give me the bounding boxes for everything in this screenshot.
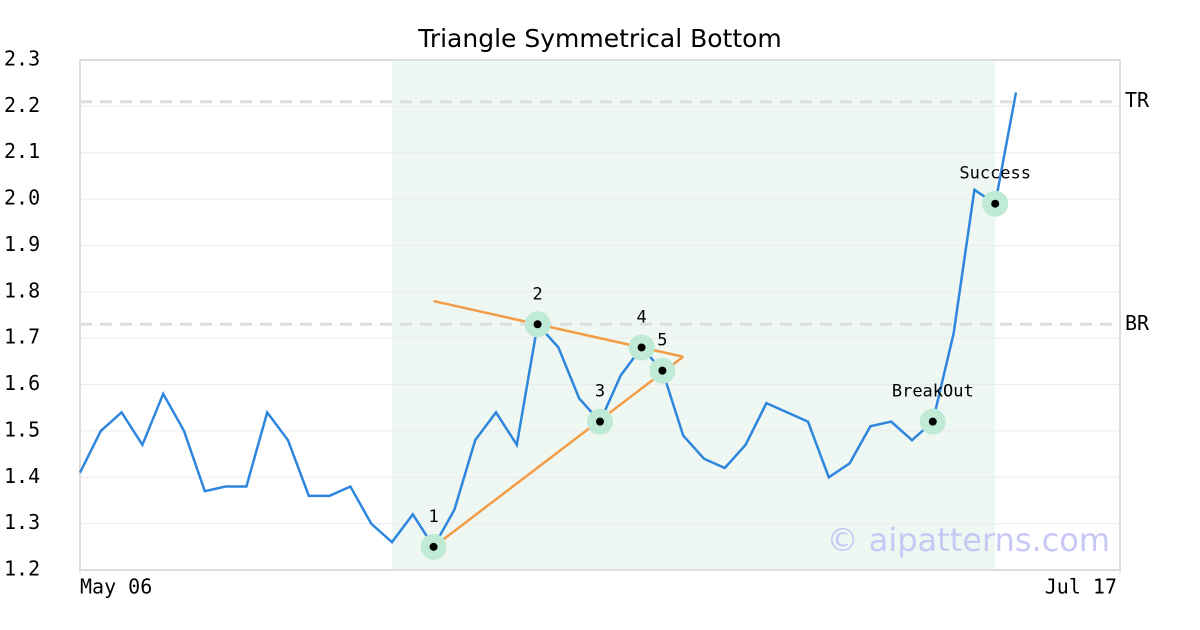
pivot-point bbox=[596, 417, 604, 426]
pivot-label: 4 bbox=[636, 307, 646, 327]
y-tick-label: 2.1 bbox=[4, 139, 40, 163]
pivot-label: 5 bbox=[657, 331, 667, 351]
pivot-label: 1 bbox=[428, 507, 438, 527]
level-label: BR bbox=[1125, 311, 1150, 335]
pivot-label: 2 bbox=[532, 284, 542, 304]
y-tick-label: 1.4 bbox=[4, 464, 40, 488]
y-tick-label: 1.6 bbox=[4, 371, 40, 395]
x-tick-label: May 06 bbox=[80, 575, 152, 599]
y-tick-label: 2.3 bbox=[4, 47, 40, 71]
y-tick-label: 1.8 bbox=[4, 278, 40, 302]
pivot-point bbox=[429, 542, 438, 551]
pivot-label: 3 bbox=[595, 382, 605, 402]
pivot-point bbox=[658, 366, 667, 375]
pattern-region bbox=[392, 60, 996, 570]
y-tick-label: 1.3 bbox=[4, 510, 40, 534]
pivot-point bbox=[928, 417, 937, 426]
price-line bbox=[78, 92, 1018, 550]
pivot-point bbox=[991, 199, 1000, 208]
plot-frame bbox=[79, 59, 1121, 571]
x-tick-label: Jul 17 bbox=[1045, 575, 1117, 599]
y-tick-label: 2.2 bbox=[4, 93, 40, 117]
chart-title: Triangle Symmetrical Bottom bbox=[417, 24, 782, 53]
y-tick-label: 1.5 bbox=[4, 417, 40, 441]
pivot-label: Success bbox=[959, 164, 1031, 184]
watermark: © aipatterns.com bbox=[827, 521, 1110, 559]
pivot-point bbox=[533, 320, 542, 329]
y-tick-label: 1.9 bbox=[4, 232, 40, 256]
pivot-point bbox=[637, 343, 646, 352]
trend-line bbox=[432, 355, 684, 548]
level-label: TR bbox=[1125, 88, 1150, 112]
y-tick-label: 1.2 bbox=[4, 557, 40, 581]
y-tick-label: 1.7 bbox=[4, 325, 40, 349]
pivot-label: BreakOut bbox=[892, 382, 974, 402]
y-tick-label: 2.0 bbox=[4, 186, 40, 210]
